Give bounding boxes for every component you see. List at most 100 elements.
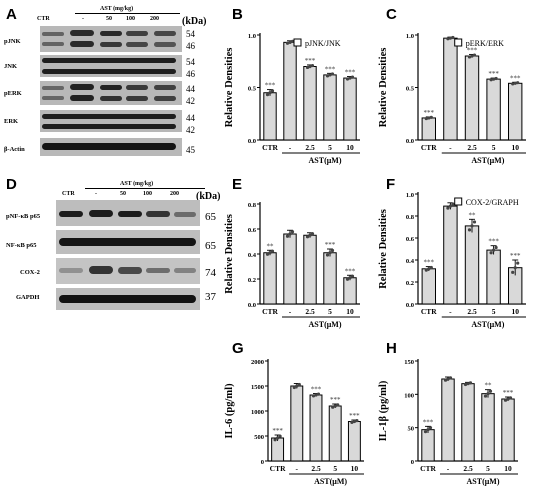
- y-tick-label: 0.8: [406, 214, 415, 221]
- data-point: [348, 276, 352, 280]
- blot-d-lane-200: 200: [170, 191, 179, 197]
- significance-label: **: [267, 242, 275, 250]
- bar: [290, 385, 304, 462]
- y-tick-label: 1.0: [248, 33, 256, 40]
- significance-label: ***: [423, 418, 434, 426]
- data-point: [285, 41, 290, 45]
- blot-a-mw: 44: [186, 113, 195, 123]
- data-point: [336, 403, 340, 407]
- significance-label: ***: [272, 427, 283, 435]
- y-tick-label: 0: [261, 459, 264, 466]
- x-tick-label: 2.5: [305, 307, 315, 316]
- data-point: [451, 35, 455, 40]
- x-tick-label: 5: [333, 464, 337, 473]
- bar: [421, 268, 436, 305]
- x-tick-label: -: [296, 464, 299, 473]
- blot-a-mw: 42: [186, 96, 195, 106]
- bar: [343, 277, 357, 305]
- panel-letter-d: D: [6, 176, 17, 193]
- blot-a-lane-200: 200: [150, 16, 159, 22]
- bar: [486, 78, 501, 141]
- bar: [461, 383, 475, 462]
- blot-a-strip-erk: [40, 110, 182, 132]
- blot-a-strip-perk: [40, 81, 182, 105]
- blot-d-group-label: AST (mg/kg): [120, 181, 154, 187]
- panel-letter-b: B: [232, 6, 243, 23]
- significance-label: ***: [424, 259, 435, 267]
- data-point: [345, 277, 350, 281]
- bar: [501, 398, 515, 462]
- x-tick-label: CTR: [421, 307, 437, 316]
- blot-a-label-perk: pERK: [4, 90, 22, 97]
- bar: [343, 77, 357, 141]
- x-group-label: AST(μM): [314, 477, 347, 486]
- y-tick-label: 150: [404, 359, 414, 366]
- data-point: [290, 230, 295, 234]
- panel-letter-a: A: [6, 6, 17, 23]
- data-point: [331, 405, 335, 409]
- data-point: [308, 233, 312, 237]
- data-point: [314, 393, 318, 397]
- x-tick-label: 10: [504, 464, 512, 473]
- bar: [263, 92, 277, 141]
- data-point: [276, 436, 280, 440]
- y-tick-label: 0.5: [406, 86, 415, 93]
- blot-d-label-gapdh: GAPDH: [16, 294, 40, 301]
- data-point: [468, 381, 473, 385]
- bar: [486, 249, 501, 305]
- data-point: [470, 54, 474, 58]
- chart-c-perk-erk: Relative Densities 0.0 0.5 1.0 *** CTR - *** 2.5…: [378, 33, 526, 165]
- y-tick-label: 50: [408, 426, 415, 433]
- blot-a-lane-50: 50: [106, 16, 112, 22]
- significance-label: ***: [305, 57, 316, 65]
- y-tick-label: 0.4: [406, 258, 415, 265]
- data-point: [345, 77, 350, 81]
- panel-letter-f: F: [386, 176, 396, 193]
- blot-a-label-jnk: JNK: [4, 63, 17, 70]
- blot-a-label-pjnk: pJNK: [4, 38, 21, 45]
- x-tick-label: 2.5: [467, 143, 477, 152]
- significance-label: ***: [325, 65, 336, 73]
- blot-a-mw: 54: [186, 57, 195, 67]
- bar: [303, 66, 317, 141]
- data-point: [516, 261, 520, 265]
- blot-a-mw: 44: [186, 84, 195, 94]
- data-point: [426, 428, 430, 432]
- data-point: [424, 116, 428, 121]
- x-tick-label: -: [289, 307, 292, 316]
- data-point: [503, 398, 508, 402]
- data-point: [333, 404, 337, 408]
- data-point: [330, 72, 335, 76]
- data-point: [466, 382, 470, 386]
- blot-a-strip-actin: [40, 138, 182, 156]
- blot-a-lane-100: 100: [126, 16, 135, 22]
- data-point: [516, 81, 520, 85]
- x-tick-label: 10: [511, 143, 519, 152]
- panel-letter-g: G: [232, 340, 244, 357]
- blot-a-lane-ctr: CTR: [37, 16, 50, 22]
- data-point: [297, 382, 301, 387]
- bar: [283, 233, 297, 305]
- data-point: [265, 93, 270, 97]
- significance-label: ***: [503, 389, 514, 397]
- x-tick-label: 2.5: [305, 143, 315, 152]
- data-point: [446, 206, 450, 210]
- data-point: [310, 63, 315, 68]
- blot-a-label-erk: ERK: [4, 118, 19, 125]
- significance-label: ***: [345, 68, 356, 76]
- significance-label: ***: [424, 109, 435, 117]
- x-tick-label: -: [289, 143, 292, 152]
- data-point: [290, 39, 295, 44]
- x-group-label: AST(μM): [471, 156, 504, 165]
- data-point: [511, 82, 515, 86]
- data-point: [325, 253, 330, 257]
- data-point: [270, 89, 275, 93]
- legend-swatch: [454, 197, 463, 206]
- x-tick-label: 5: [328, 307, 332, 316]
- data-point: [348, 76, 352, 80]
- y-tick-label: 0.0: [248, 138, 256, 145]
- data-point: [511, 270, 515, 274]
- y-axis-label: IL-6 (pg/ml): [224, 383, 235, 439]
- y-tick-label: 0.6: [406, 236, 415, 243]
- data-point: [273, 438, 277, 442]
